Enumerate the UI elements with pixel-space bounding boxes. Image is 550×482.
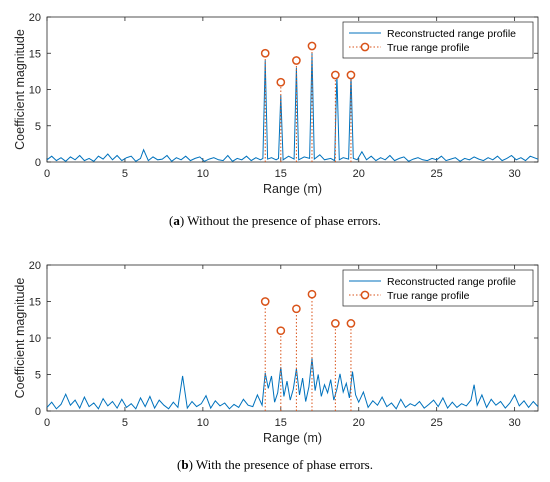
x-tick-label: 15 [275,168,287,180]
x-tick-label: 5 [122,417,128,429]
x-tick-label: 5 [122,168,128,180]
chart-panel-a: 0 5 10 15 20 25 30 0 5 10 15 20 Range (m) Coefficient… [13,12,539,196]
x-tick-label: 25 [431,417,443,429]
legend-label-reconstructed: Reconstructed range profile [387,28,516,40]
x-tick-label: 10 [197,417,209,429]
reconstructed-line [47,358,538,410]
y-tick-label: 0 [35,406,41,418]
x-tick-label: 0 [44,417,50,429]
legend-box [342,21,534,59]
true-marker [292,304,301,314]
x-tick-label: 10 [197,168,209,180]
true-marker [307,289,317,299]
true-marker [346,319,356,328]
y-tick-label: 15 [29,48,41,60]
true-marker [346,70,356,80]
x-axis-label: Range (m) [263,182,322,196]
x-tick-label: 30 [508,417,520,429]
true-marker [276,326,286,336]
chart-panel-b: 0 5 10 15 20 25 30 0 5 10 15 20 Range (m) Coefficient… [13,260,539,445]
caption-b-tag: b [181,457,189,472]
x-tick-label: 0 [44,168,50,180]
legend-label-true: True range profile [387,42,470,54]
y-tick-label: 5 [35,370,41,382]
y-tick-label: 20 [29,12,41,24]
caption-b: (b) With the presence of phase errors. [176,457,373,472]
y-tick-label: 10 [29,333,41,345]
caption-b-text: With the presence of phase errors. [192,457,373,472]
y-tick-label: 0 [35,157,41,169]
y-axis-label: Coefficient magnitude [13,278,27,399]
caption-a: (a) Without the presence of phase errors… [169,213,381,228]
x-tick-label: 15 [275,417,287,429]
legend-box [342,269,534,307]
legend-marker-true [360,42,370,52]
true-marker [331,70,340,80]
legend-label-true: True range profile [387,290,470,302]
x-tick-label: 20 [353,417,365,429]
true-marker [331,319,340,328]
y-axis-label: Coefficient magnitude [13,29,27,150]
caption-a-tag: a [173,213,180,228]
reconstructed-line [47,53,538,162]
true-marker [292,56,301,65]
true-marker [276,77,286,87]
y-tick-label: 15 [29,297,41,309]
y-tick-label: 10 [29,85,41,97]
y-tick-label: 5 [35,121,41,133]
legend-label-reconstructed: Reconstructed range profile [387,276,516,288]
x-axis-label: Range (m) [263,431,322,445]
legend-marker-true [360,290,370,300]
true-marker [307,41,317,51]
true-marker [260,297,270,306]
x-tick-label: 25 [431,168,443,180]
caption-a-text: Without the presence of phase errors. [184,213,381,228]
true-marker [260,48,270,58]
x-tick-label: 20 [353,168,365,180]
x-tick-label: 30 [508,168,520,180]
y-tick-label: 20 [29,260,41,272]
